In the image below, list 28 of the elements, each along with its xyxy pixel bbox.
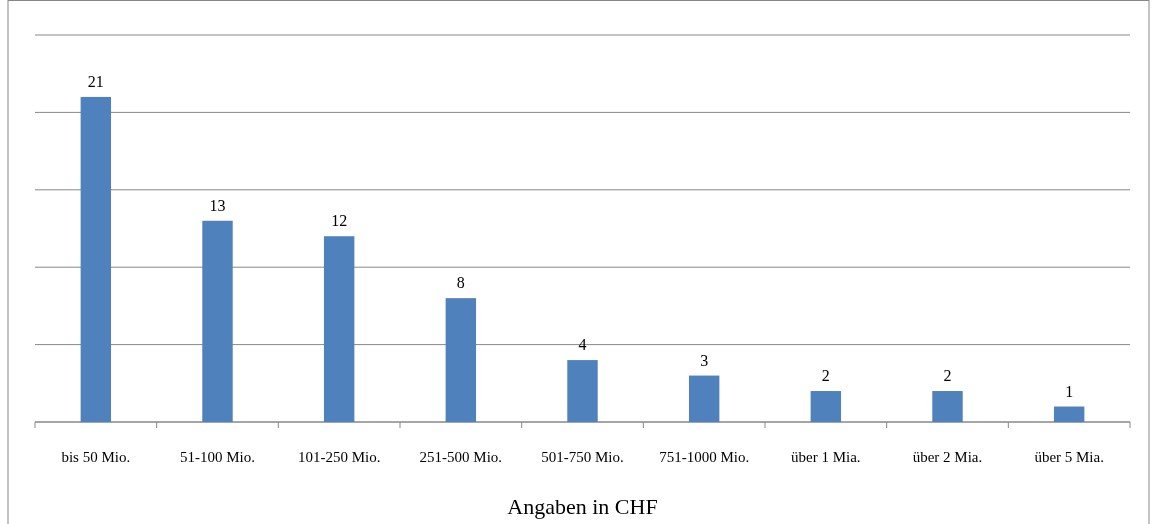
data-label: 13 (209, 196, 226, 214)
x-tick-label: 101-250 Mio. (297, 449, 381, 465)
data-label: 2 (943, 367, 952, 385)
x-axis-title: Angaben in CHF (507, 494, 658, 519)
x-tick-label: 51-100 Mio. (180, 449, 255, 465)
bar (323, 236, 355, 422)
bar (810, 391, 842, 422)
bar (445, 298, 477, 422)
x-tick-label: bis 50 Mio. (61, 449, 131, 465)
bar (1053, 406, 1085, 422)
data-label: 1 (1065, 382, 1074, 400)
x-tick-label: über 5 Mia. (1034, 449, 1104, 465)
bar (80, 96, 112, 422)
data-label: 12 (331, 212, 348, 230)
bar (688, 375, 720, 422)
x-tick-label: über 2 Mia. (912, 449, 983, 465)
bar (567, 360, 598, 422)
x-tick-label: 751-1000 Mio. (659, 449, 750, 465)
data-label: 2 (821, 367, 830, 385)
bar (932, 391, 963, 422)
x-tick-label: 501-750 Mio. (541, 449, 624, 465)
data-label: 21 (87, 72, 104, 90)
data-label: 3 (700, 351, 709, 369)
x-tick-label: 251-500 Mio. (419, 449, 503, 465)
data-label: 8 (456, 274, 465, 292)
x-tick-label: über 1 Mia. (791, 449, 861, 465)
bar (202, 220, 233, 422)
data-label: 4 (578, 336, 587, 354)
